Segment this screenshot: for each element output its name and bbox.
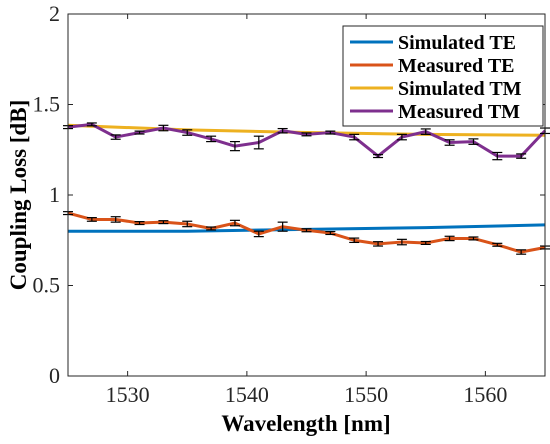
ticks-layer: 1530 1540 1550 1560 0 0.5 1 1.5 2 [33, 1, 545, 407]
legend-label-simulated-te: Simulated TE [398, 32, 516, 54]
legend-label-measured-te: Measured TE [398, 55, 515, 77]
y-tick-label: 0.5 [33, 273, 61, 298]
x-tick-label: 1530 [106, 382, 150, 407]
y-tick-label: 0 [49, 363, 60, 388]
series-layer [63, 122, 550, 255]
x-tick-label: 1560 [463, 382, 507, 407]
y-tick-label: 1 [49, 182, 60, 207]
y-axis-title: Coupling Loss [dB] [6, 100, 31, 290]
x-tick-label: 1550 [344, 382, 388, 407]
x-tick-label: 1540 [225, 382, 269, 407]
y-tick-label: 2 [49, 1, 60, 26]
x-axis-title: Wavelength [nm] [221, 411, 390, 436]
y-tick-label: 1.5 [33, 92, 61, 117]
legend-label-measured-tm: Measured TM [398, 101, 520, 123]
legend-label-simulated-tm: Simulated TM [398, 78, 522, 100]
